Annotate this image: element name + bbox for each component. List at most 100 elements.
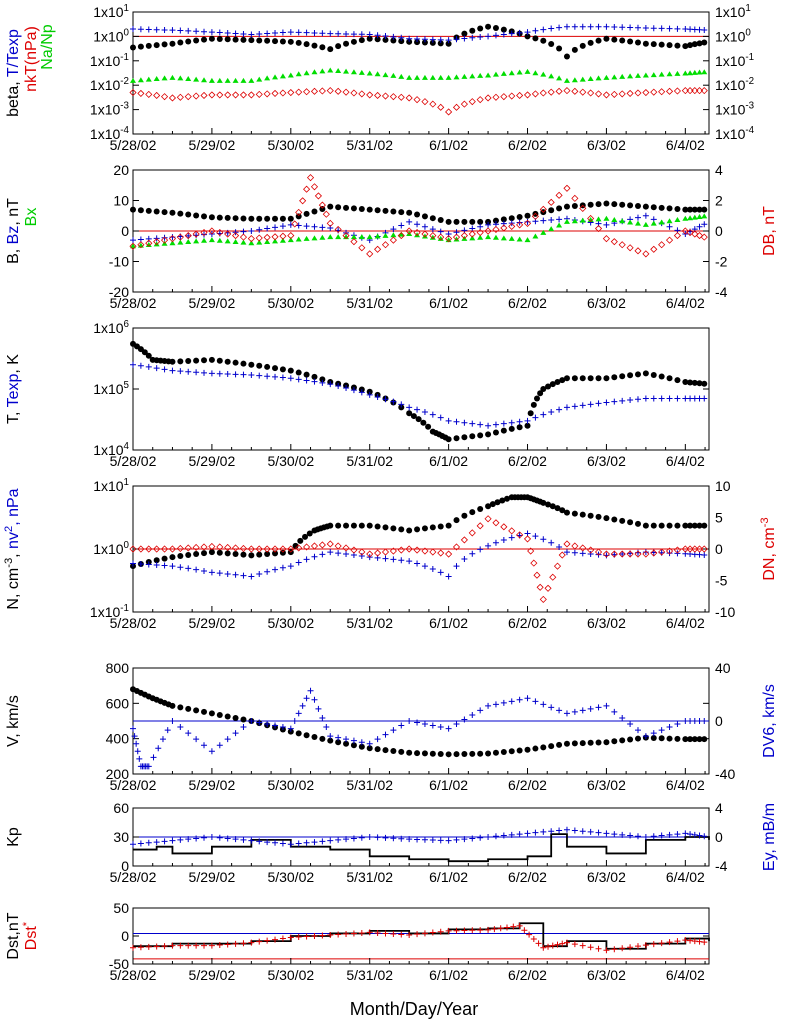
data-point — [533, 395, 540, 402]
data-point — [177, 836, 184, 843]
y-axis-title-2: nkT(nPa) — [23, 26, 40, 92]
data-point — [216, 549, 223, 556]
data-point — [563, 184, 571, 192]
data-point — [556, 222, 563, 228]
y-tick-label: 30 — [113, 829, 129, 845]
data-point — [595, 739, 602, 746]
data-point — [240, 215, 247, 222]
data-point — [701, 552, 708, 559]
data-point — [343, 522, 350, 529]
data-point — [343, 68, 350, 74]
data-point — [477, 834, 484, 841]
data-point — [603, 702, 610, 709]
data-point — [587, 375, 594, 382]
y-axis-title-3: Na/Np — [39, 24, 56, 69]
data-point — [658, 727, 665, 734]
data-point — [247, 545, 255, 553]
data-point — [602, 235, 610, 243]
data-point — [303, 695, 310, 702]
x-tick-label: 5/28/02 — [110, 453, 157, 469]
data-point — [177, 564, 184, 571]
data-point — [256, 215, 263, 222]
data-point — [533, 571, 541, 579]
data-point — [666, 42, 673, 49]
data-point — [658, 940, 665, 947]
data-point — [611, 398, 618, 405]
data-point — [484, 227, 492, 235]
data-point — [619, 831, 626, 838]
data-point — [691, 736, 698, 743]
data-point — [201, 237, 208, 243]
data-point — [145, 242, 152, 248]
data-point — [469, 835, 476, 842]
data-point — [461, 751, 468, 758]
data-point — [224, 371, 231, 378]
data-point — [571, 23, 578, 30]
data-point — [445, 37, 452, 44]
data-point — [701, 213, 708, 219]
data-point — [516, 29, 523, 36]
data-point — [674, 522, 681, 529]
data-point — [445, 218, 452, 225]
data-point — [421, 39, 428, 46]
data-point — [603, 947, 610, 954]
data-point — [263, 233, 271, 241]
data-point — [485, 834, 492, 840]
data-point — [208, 748, 215, 755]
data-point — [674, 217, 681, 223]
data-point — [405, 94, 413, 102]
data-point — [691, 214, 698, 220]
data-point — [201, 708, 208, 715]
data-point — [556, 75, 563, 81]
data-point — [453, 721, 460, 728]
data-point — [193, 37, 200, 44]
data-point — [161, 555, 168, 562]
data-point — [627, 219, 634, 225]
data-point — [295, 71, 302, 77]
data-point — [469, 27, 476, 34]
data-point — [549, 381, 556, 388]
data-point — [366, 31, 373, 38]
data-point — [185, 565, 192, 572]
data-point — [548, 207, 555, 214]
data-point — [153, 208, 160, 215]
data-point — [271, 89, 279, 97]
data-point — [216, 77, 223, 83]
data-point — [674, 395, 681, 402]
data-point — [537, 390, 544, 397]
data-point — [389, 93, 397, 101]
data-point — [201, 834, 208, 841]
data-point — [642, 203, 649, 210]
data-point — [556, 543, 563, 550]
data-point — [160, 93, 169, 101]
data-point — [319, 838, 326, 845]
data-point — [691, 522, 698, 529]
data-point — [390, 525, 397, 532]
data-point — [192, 230, 200, 238]
data-point — [292, 542, 299, 549]
data-point — [469, 218, 476, 225]
data-point — [508, 222, 516, 230]
data-point — [342, 88, 350, 96]
right-tick-label: 1x10-2 — [715, 76, 754, 93]
data-point — [556, 827, 563, 834]
data-point — [414, 719, 421, 726]
data-point — [691, 230, 699, 238]
data-point — [287, 88, 295, 97]
data-point — [271, 545, 279, 553]
data-point — [319, 379, 326, 386]
data-point — [185, 836, 192, 843]
data-point — [445, 573, 452, 580]
data-point — [398, 722, 405, 729]
data-point — [571, 827, 578, 834]
data-point — [295, 710, 302, 717]
data-point — [587, 39, 594, 46]
x-tick-label: 5/29/02 — [189, 295, 236, 311]
data-point — [603, 200, 610, 207]
data-point — [164, 727, 171, 734]
data-point — [366, 834, 373, 840]
data-point — [524, 237, 531, 243]
data-point — [318, 201, 326, 209]
data-point — [579, 707, 586, 714]
